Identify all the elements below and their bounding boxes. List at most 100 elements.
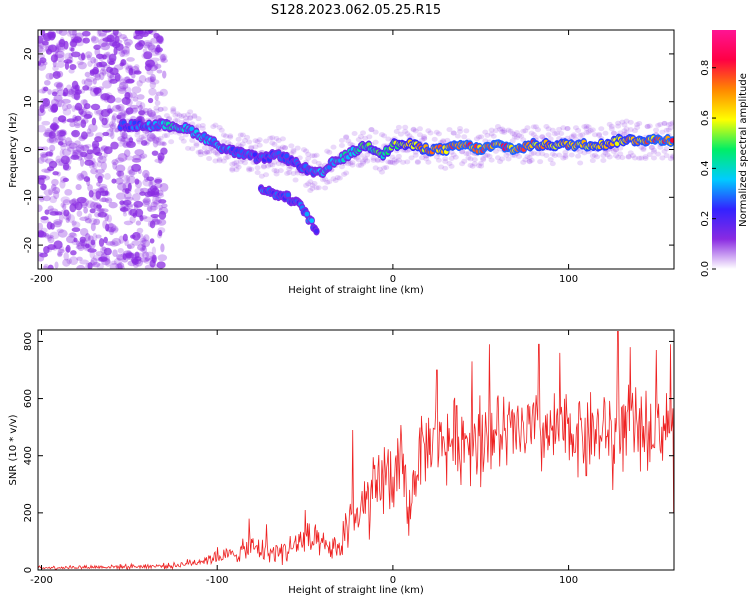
noise-speckle <box>115 157 125 163</box>
noise-speckle <box>153 199 160 208</box>
noise-speckle <box>92 254 102 261</box>
noise-speckle <box>100 246 108 254</box>
noise-speckle <box>47 236 55 244</box>
ridge-halo <box>454 133 461 139</box>
noise-speckle <box>143 40 152 45</box>
noise-speckle <box>71 221 81 229</box>
ridge-halo <box>391 160 398 166</box>
noise-speckle <box>145 251 154 257</box>
ridge-halo <box>338 164 345 170</box>
noise-speckle <box>115 177 124 185</box>
noise-speckle <box>68 30 77 36</box>
ridge-halo <box>357 134 364 140</box>
ridge-halo <box>610 130 617 136</box>
ridge-halo <box>273 168 280 174</box>
ridge-halo <box>524 125 531 131</box>
noise-speckle <box>106 66 114 73</box>
ridge-halo <box>640 147 647 153</box>
ridge-halo <box>435 157 442 163</box>
noise-speckle <box>125 203 134 208</box>
ridge-halo <box>579 132 586 138</box>
ridge-halo <box>446 161 453 167</box>
noise-speckle <box>150 47 160 57</box>
ridge-halo <box>311 153 318 159</box>
noise-speckle <box>85 51 93 59</box>
noise-speckle <box>112 30 119 36</box>
ridge-halo <box>263 172 270 178</box>
noise-speckle <box>76 210 83 217</box>
noise-speckle <box>90 222 96 232</box>
colorbar-ticks: 0.0 0.2 0.4 0.6 0.8 <box>700 60 716 277</box>
noise-speckle <box>80 52 86 61</box>
ridge-halo <box>471 157 478 163</box>
noise-speckle <box>143 173 149 183</box>
ridge-halo <box>292 177 299 183</box>
ridge-halo <box>570 132 577 138</box>
ridge-halo <box>197 149 204 155</box>
ridge-halo <box>465 151 472 157</box>
noise-speckle <box>38 231 47 238</box>
noise-speckle <box>111 115 116 124</box>
ridge-halo <box>414 160 421 166</box>
ridge-halo <box>513 130 520 136</box>
noise-speckle <box>99 72 105 81</box>
ridge-halo <box>412 128 419 134</box>
ridge-halo <box>288 143 295 149</box>
noise-speckle <box>79 134 88 140</box>
noise-speckle <box>131 73 136 79</box>
noise-speckle <box>116 254 122 262</box>
ridge-halo <box>537 159 544 165</box>
ridge-halo <box>640 145 647 151</box>
noise-speckle <box>43 263 49 269</box>
noise-speckle <box>65 244 71 253</box>
noise-speckle <box>128 252 133 257</box>
ridge-halo <box>547 136 554 142</box>
noise-speckle <box>127 165 134 175</box>
noise-speckle <box>98 32 107 38</box>
noise-speckle <box>150 57 160 62</box>
noise-speckle <box>122 182 132 192</box>
noise-speckle <box>96 204 102 209</box>
noise-speckle <box>71 149 82 158</box>
noise-speckle <box>109 78 118 84</box>
noise-speckle <box>124 62 129 70</box>
ridge-halo <box>210 148 217 154</box>
noise-speckle <box>85 200 95 208</box>
colorbar-tick-label: 0.4 <box>700 160 711 176</box>
noise-speckle <box>70 51 81 58</box>
ridge-halo <box>132 107 139 113</box>
ridge-halo <box>370 155 377 161</box>
noise-speckle <box>155 33 161 41</box>
ridge-halo <box>621 128 628 134</box>
noise-speckle <box>38 252 44 257</box>
noise-speckle <box>77 61 87 70</box>
noise-speckle <box>109 240 119 247</box>
ridge-core <box>614 141 620 147</box>
noise-speckle <box>122 206 127 214</box>
noise-speckle <box>131 163 142 172</box>
noise-speckle <box>143 258 151 265</box>
noise-speckle <box>154 158 164 164</box>
noise-speckle <box>56 60 65 68</box>
ridge-halo <box>423 156 430 162</box>
noise-speckle <box>61 148 72 157</box>
noise-speckle <box>84 110 92 119</box>
ridge-halo <box>254 170 261 176</box>
ridge-halo <box>117 106 124 112</box>
ridge-halo <box>669 153 674 159</box>
noise-speckle <box>94 151 103 156</box>
ridge-halo <box>269 140 276 146</box>
noise-speckle <box>115 104 121 110</box>
ridge-halo <box>123 141 130 147</box>
noise-speckle <box>70 250 77 256</box>
noise-speckle <box>104 190 109 196</box>
ridge-halo <box>610 148 617 154</box>
noise-speckle <box>62 199 71 206</box>
ridge-halo <box>322 185 329 191</box>
ridge-halo <box>149 134 156 140</box>
noise-speckle <box>98 38 108 47</box>
ridge-halo <box>216 125 223 131</box>
ridge-halo <box>478 163 485 169</box>
noise-speckle <box>131 256 139 264</box>
noise-speckle <box>76 37 82 42</box>
